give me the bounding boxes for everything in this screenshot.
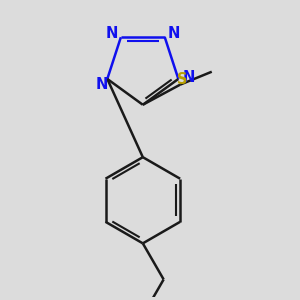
Text: S: S: [177, 72, 188, 87]
Text: N: N: [168, 26, 180, 41]
Text: N: N: [182, 70, 195, 85]
Text: N: N: [105, 26, 118, 41]
Text: N: N: [95, 77, 108, 92]
